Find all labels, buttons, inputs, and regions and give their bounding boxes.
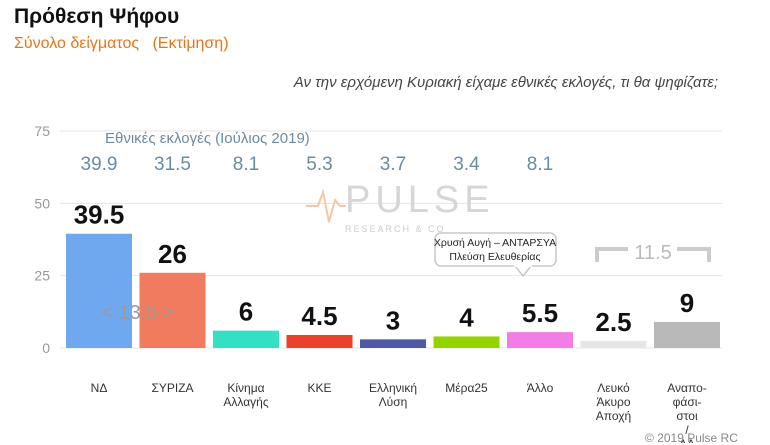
survey-question: Αν την ερχόμενη Κυριακή είχαμε εθνικές ε… [293,74,718,91]
y-tick-label: 50 [34,195,50,211]
election-result-value: 8.1 [527,154,553,175]
y-tick-label: 0 [42,340,50,356]
category-label-line: / [685,423,689,437]
election-results-label: Εθνικές εκλογές (Ιούλιος 2019) [105,130,310,147]
category-label-line: Αναπο- [667,381,707,395]
bar-value-label: 6 [239,297,253,327]
election-result-value: 31.5 [154,154,191,175]
category-label-line: Αποχή [596,409,631,423]
category-label-line: ΚΚΕ [307,381,331,395]
category-label: Κίνημα Αλλαγής [223,381,268,409]
gap-annotation: < 13.5 > [101,302,174,324]
category-label: Αναπο-φάσι-στοι/ΔΑ [667,381,707,443]
watermark-tagline: RESEARCH & CO [345,224,446,234]
category-label: Λευκό Άκυρο Αποχή [596,381,631,423]
callout-box [434,232,557,267]
y-tick-label: 75 [34,123,50,139]
category-label: Μέρα25 [445,381,488,395]
pulse-logo-icon [306,188,346,223]
bar [507,332,573,348]
copyright-text: © 2019 Pulse RC [645,431,738,445]
category-label-line: Άλλο [527,381,554,395]
category-label-line: Αλλαγής [223,395,268,409]
bracket-left [595,247,628,262]
bar [66,233,132,348]
bar [654,321,720,348]
category-label-line: ΝΔ [91,381,108,395]
bar-value-label: 4 [459,302,474,332]
election-result-value: 8.1 [233,154,259,175]
bar-value-label: 9 [680,288,694,318]
bar-value-label: 26 [158,239,187,269]
category-label-line: ΣΥΡΙΖΑ [151,381,193,395]
category-label-line: Λύση [379,395,408,409]
election-result-value: 3.4 [453,154,480,175]
bar [580,340,647,348]
category-label-line: Άκυρο [596,395,630,409]
bar [433,336,500,348]
category-label-line: στοι [676,409,698,423]
category-label-line: φάσι- [673,395,702,409]
bar [139,272,206,348]
chart-title: Πρόθεση Ψήφου [14,5,180,28]
bar-value-label: 39.5 [74,200,125,230]
watermark-brand: PULSE [345,179,495,221]
bar-value-label: 4.5 [301,301,337,331]
callout-pointer-mask [514,264,532,267]
bar-value-label: 2.5 [595,307,631,337]
category-label: ΚΚΕ [307,381,331,395]
category-label-line: Μέρα25 [445,381,488,395]
bar [213,330,279,348]
category-label-line: Κίνημα [227,381,264,395]
category-label: Ελληνική Λύση [369,381,417,409]
category-label: ΣΥΡΙΖΑ [151,381,193,395]
category-label-line: Λευκό [597,381,630,395]
category-label-line: ΔΑ [679,437,695,443]
election-result-value: 39.9 [81,154,118,175]
category-label: Άλλο [527,381,554,395]
election-result-value: 5.3 [306,154,332,175]
callout-line: Χρυσή Αυγή – ΑΝΤΑΡΣΥΑ [434,237,556,249]
bracket-right [677,247,711,262]
bar [360,339,426,348]
chart-subtitle: Σύνολο δείγματος (Εκτίμηση) [14,35,229,52]
bar [286,334,353,348]
election-result-value: 3.7 [380,154,406,175]
callout-pointer [514,265,532,278]
bar-value-label: 3 [386,305,400,335]
bar-value-label: 5.5 [522,298,558,328]
category-label: ΝΔ [91,381,108,395]
gap-undecided-label: 11.5 [634,242,671,264]
category-label-line: Ελληνική [369,381,417,395]
y-tick-label: 25 [34,268,50,284]
callout-line: Πλεύση Ελευθερίας [449,251,540,263]
